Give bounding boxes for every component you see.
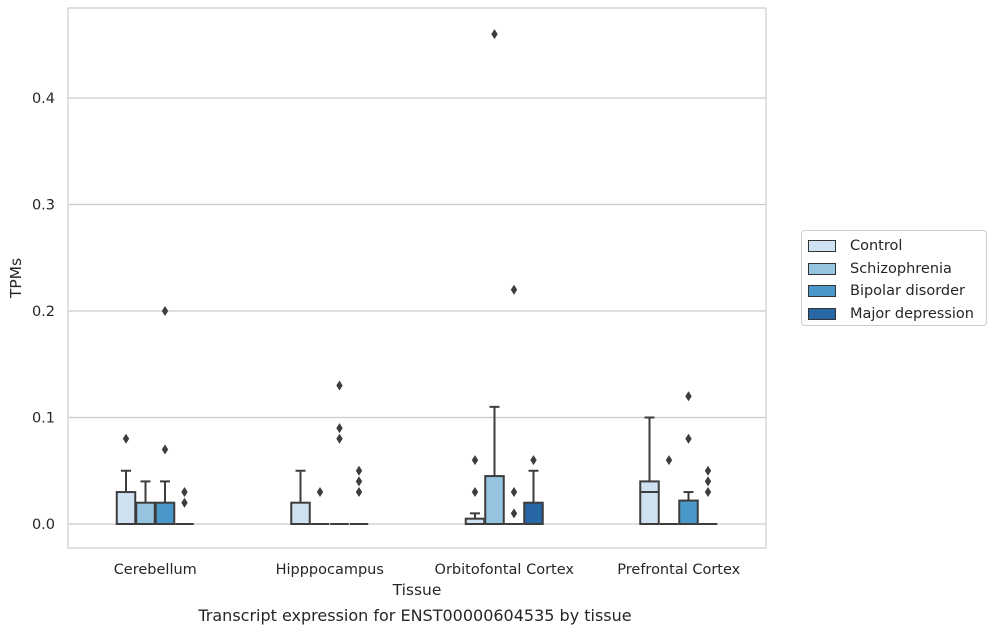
legend-item: Major depression — [808, 303, 986, 326]
legend-label: Bipolar disorder — [850, 283, 965, 300]
box-control — [115, 433, 137, 525]
box-bipolar-disorder — [154, 306, 176, 526]
box-schizophrenia — [484, 29, 505, 526]
outlier-point — [336, 433, 343, 444]
outlier-point — [510, 284, 518, 295]
box-major-depression — [349, 465, 369, 525]
legend-label: Schizophrenia — [850, 260, 952, 277]
legend-swatch — [808, 240, 836, 253]
chart-legend: Control Schizophrenia Bipolar disorder Majo… — [801, 230, 987, 326]
box-body — [154, 501, 176, 526]
chart-caption: Transcript expression for ENST0000060453… — [198, 606, 632, 625]
outlier-point — [510, 487, 518, 498]
legend-swatch — [808, 307, 836, 320]
box-body — [639, 480, 660, 525]
legend-item: Schizophrenia — [808, 258, 986, 281]
box-control — [290, 469, 311, 526]
legend-swatch — [808, 262, 836, 275]
box-bipolar-disorder — [330, 380, 349, 525]
outlier-point — [336, 423, 343, 434]
outlier-point — [355, 476, 363, 487]
outlier-point — [491, 29, 498, 40]
outlier-point — [355, 465, 363, 476]
box-control — [639, 416, 660, 525]
box-bipolar-disorder — [678, 391, 699, 526]
legend-item: Bipolar disorder — [808, 280, 986, 303]
box-schizophrenia — [310, 487, 330, 525]
y-tick-label: 0.2 — [32, 304, 55, 320]
outlier-point — [510, 508, 518, 519]
outlier-point — [665, 455, 673, 466]
box-body — [523, 501, 544, 526]
legend-label: Control — [850, 238, 903, 255]
outlier-point — [181, 497, 188, 508]
outlier-point — [704, 487, 712, 498]
y-tick-label: 0.4 — [32, 91, 55, 107]
box-body — [115, 491, 137, 525]
outlier-point — [161, 306, 169, 316]
box-major-depression — [698, 465, 718, 525]
box-bipolar-disorder — [504, 284, 524, 525]
outlier-point — [530, 455, 537, 466]
outlier-point — [685, 433, 692, 444]
box-body — [484, 475, 505, 526]
outlier-point — [336, 380, 343, 391]
outlier-point — [685, 391, 692, 402]
outlier-point — [704, 465, 712, 476]
box-major-depression — [175, 487, 194, 525]
legend-item: Control — [808, 235, 986, 258]
box-body — [135, 501, 156, 526]
box-body — [290, 501, 311, 526]
x-tick-label: Hipppocampus — [276, 562, 384, 578]
outlier-point — [471, 487, 479, 498]
y-tick-label: 0.3 — [32, 198, 55, 214]
x-tick-label: Orbitofontal Cortex — [435, 562, 575, 578]
box-schizophrenia — [659, 455, 679, 525]
box-body — [678, 499, 699, 526]
outlier-point — [704, 476, 712, 487]
legend-label: Major depression — [850, 305, 974, 322]
y-tick-label: 0.0 — [32, 517, 55, 533]
outlier-point — [181, 487, 188, 498]
y-tick-label: 0.1 — [32, 411, 55, 427]
x-tick-label: Prefrontal Cortex — [617, 562, 740, 578]
plot-area — [67, 7, 767, 549]
x-axis-label: Tissue — [392, 581, 442, 599]
outlier-point — [316, 487, 324, 498]
x-tick-label: Cerebellum — [114, 562, 197, 578]
outlier-point — [161, 444, 169, 455]
outlier-point — [122, 433, 130, 444]
legend-swatch — [808, 285, 836, 298]
outlier-point — [355, 487, 363, 498]
y-axis-label: TPMs — [7, 258, 25, 299]
outlier-point — [471, 455, 479, 466]
box-major-depression — [523, 455, 544, 526]
